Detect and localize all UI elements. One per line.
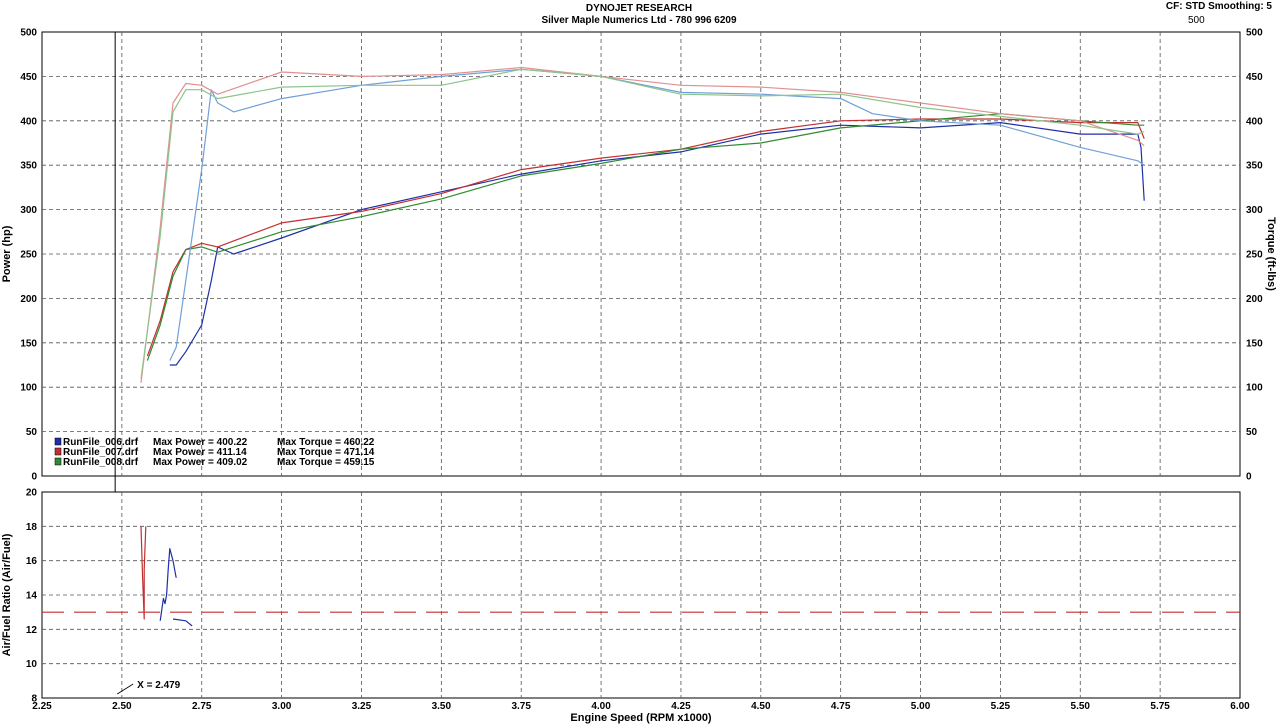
afr-tick-label: 8 — [31, 694, 37, 705]
power-tick-label: 450 — [20, 72, 37, 83]
legend-file: RunFile_007.drf — [63, 447, 139, 458]
legend-swatch — [54, 437, 62, 446]
cursor-label: X = 2.479 — [137, 680, 181, 691]
torque-tick-label: 100 — [1246, 383, 1263, 394]
torque-tick-label: 50 — [1246, 427, 1258, 438]
power-axis-label: Power (hp) — [1, 225, 13, 282]
afr-tick-label: 16 — [26, 556, 38, 567]
axis-ticks: 2.25 2.50 2.75 3.00 3.25 3.50 3.75 4.00 4.25 4.50… — [20, 28, 1263, 713]
power-tick-label: 0 — [31, 472, 37, 483]
power-tick-label: 350 — [20, 161, 37, 172]
power-torque-series — [140, 66, 1145, 383]
x-tick-label: 5.75 — [1150, 701, 1170, 712]
afr-grid — [41, 491, 1241, 699]
torque-tick-label: 200 — [1246, 294, 1263, 305]
legend-max-torque: Max Torque = 460.22 — [277, 437, 375, 448]
torque-tick-label: 500 — [1246, 28, 1263, 39]
x-tick-label: 3.50 — [432, 701, 452, 712]
x-tick-label: 2.25 — [32, 701, 52, 712]
aux-label: 500 — [1188, 15, 1205, 26]
torque-tick-label: 0 — [1246, 472, 1252, 483]
x-axis-label: Engine Speed (RPM x1000) — [570, 712, 712, 724]
torque-tick-label: 250 — [1246, 250, 1263, 261]
power-tick-label: 300 — [20, 205, 37, 216]
series-line-torque — [140, 66, 1145, 383]
power-tick-label: 400 — [20, 116, 37, 127]
afr-series-line — [159, 547, 177, 621]
chart-subtitle: Silver Maple Numerics Ltd - 780 996 6209 — [541, 15, 737, 26]
torque-tick-label: 450 — [1246, 72, 1263, 83]
afr-series-line — [140, 526, 147, 620]
afr-axis-label: Air/Fuel Ratio (Air/Fuel) — [1, 533, 13, 656]
torque-tick-label: 400 — [1246, 116, 1263, 127]
x-tick-label: 3.00 — [272, 701, 292, 712]
torque-tick-label: 300 — [1246, 205, 1263, 216]
afr-tick-label: 18 — [26, 522, 38, 533]
legend: RunFile_006.drf Max Power = 400.22 Max Tor… — [54, 437, 375, 468]
torque-tick-label: 150 — [1246, 338, 1263, 349]
power-tick-label: 100 — [20, 383, 37, 394]
x-tick-label: 4.25 — [671, 701, 691, 712]
x-tick-label: 5.25 — [991, 701, 1011, 712]
x-tick-label: 4.50 — [751, 701, 771, 712]
series-line-power — [169, 121, 1145, 366]
series-line-torque — [140, 68, 1145, 379]
torque-axis-label: Torque (ft-lbs) — [1265, 217, 1277, 291]
legend-max-power: Max Power = 409.02 — [153, 457, 248, 468]
x-tick-label: 5.00 — [911, 701, 931, 712]
power-tick-label: 500 — [20, 28, 37, 39]
afr-tick-label: 10 — [26, 659, 38, 670]
x-tick-label: 5.50 — [1071, 701, 1091, 712]
power-tick-label: 50 — [26, 427, 38, 438]
chart-title: DYNOJET RESEARCH — [585, 3, 693, 14]
x-tick-label: 2.50 — [112, 701, 132, 712]
power-grid — [41, 31, 1241, 698]
afr-tick-label: 12 — [26, 625, 38, 636]
afr-tick-label: 14 — [26, 591, 38, 602]
power-tick-label: 150 — [20, 338, 37, 349]
afr-series-line — [172, 618, 193, 627]
x-tick-label: 4.75 — [831, 701, 851, 712]
x-tick-label: 2.75 — [192, 701, 212, 712]
power-tick-label: 200 — [20, 294, 37, 305]
torque-tick-label: 350 — [1246, 161, 1263, 172]
legend-file: RunFile_008.drf — [63, 457, 139, 468]
afr-series — [140, 526, 193, 627]
legend-file: RunFile_006.drf — [63, 437, 139, 448]
legend-max-power: Max Power = 411.14 — [153, 447, 247, 458]
legend-swatch — [54, 457, 62, 466]
legend-max-torque: Max Torque = 459.15 — [277, 457, 375, 468]
x-tick-label: 3.25 — [352, 701, 372, 712]
x-tick-label: 4.00 — [591, 701, 611, 712]
x-tick-label: 6.00 — [1230, 701, 1250, 712]
legend-max-torque: Max Torque = 471.14 — [277, 447, 375, 458]
power-tick-label: 250 — [20, 250, 37, 261]
legend-max-power: Max Power = 400.22 — [153, 437, 248, 448]
legend-swatch — [54, 447, 62, 456]
cursor-pointer — [116, 683, 134, 695]
cf-smoothing-label: CF: STD Smoothing: 5 — [1165, 1, 1272, 12]
x-tick-label: 3.75 — [511, 701, 531, 712]
afr-tick-label: 20 — [26, 488, 38, 499]
